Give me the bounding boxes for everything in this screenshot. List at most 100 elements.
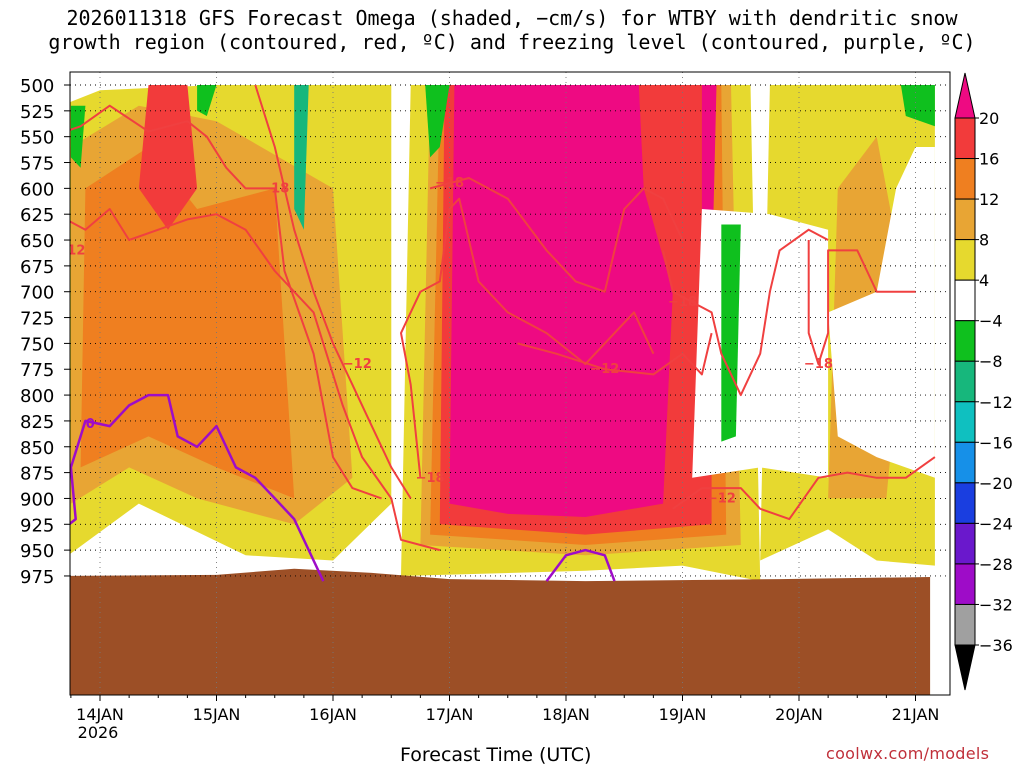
colorbar-label-4: 4 xyxy=(979,271,989,290)
x-tick-label-17JAN: 17JAN xyxy=(426,705,474,724)
y-tick-label-900: 900 xyxy=(20,489,54,510)
chart-title: 2026011318 GFS Forecast Omega (shaded, −… xyxy=(0,6,1024,54)
credit-link[interactable]: coolwx.com/models xyxy=(826,744,990,763)
terrain-layer xyxy=(70,568,931,695)
omega-shading-layer xyxy=(70,85,935,582)
omega-region-13 xyxy=(828,147,935,478)
omega-region-3 xyxy=(138,85,198,230)
y-tick-label-550: 550 xyxy=(20,128,54,149)
colorbar-label-9: −20 xyxy=(979,474,1013,493)
x-tick-label-18JAN: 18JAN xyxy=(542,705,590,724)
dendritic-contour-7 xyxy=(807,240,916,366)
dendritic-label-7: −18 xyxy=(804,357,833,372)
colorbar-label-8: −16 xyxy=(979,433,1013,452)
omega-region-16 xyxy=(294,85,309,230)
y-tick-label-875: 875 xyxy=(20,464,54,485)
dendritic-contour-1 xyxy=(70,104,382,500)
x-tick-label-20JAN: 20JAN xyxy=(775,705,823,724)
x-tick-label-16JAN: 16JAN xyxy=(309,705,357,724)
colorbar-label-12: −32 xyxy=(979,595,1013,614)
dendritic-label-5: −12 xyxy=(590,362,619,377)
y-tick-label-700: 700 xyxy=(20,283,54,304)
y-tick-label-850: 850 xyxy=(20,438,54,459)
terrain-surface xyxy=(70,568,931,695)
y-tick-label-800: 800 xyxy=(20,386,54,407)
colorbar-label-6: −8 xyxy=(979,352,1003,371)
y-tick-label-650: 650 xyxy=(20,231,54,252)
colorbar-label-10: −24 xyxy=(979,514,1013,533)
colorbar-bin-11 xyxy=(954,522,976,565)
colorbar-label-1: 16 xyxy=(979,150,999,169)
dendritic-label-6: −18 xyxy=(668,295,697,310)
colorbar-bin-3 xyxy=(954,198,976,241)
y-axis: 500 525 550 575 600 625 650 675 700 725 750 775 800 8… xyxy=(20,76,70,588)
colorbar-label-7: −12 xyxy=(979,393,1013,412)
colorbar-bin-7 xyxy=(954,360,976,403)
colorbar-label-5: −4 xyxy=(979,312,1003,331)
y-tick-label-925: 925 xyxy=(20,515,54,536)
colorbar-bin-2 xyxy=(954,158,976,200)
colorbar-bin-10 xyxy=(954,482,976,524)
omega-region-19 xyxy=(197,85,217,116)
dendritic-contour-8 xyxy=(672,456,936,521)
chart-title-line-2: growth region (contoured, red, ºC) and f… xyxy=(48,30,976,54)
dendritic-contour-3 xyxy=(400,197,655,478)
chart-title-line-1: 2026011318 GFS Forecast Omega (shaded, −… xyxy=(66,6,958,30)
colorbar-bin-4 xyxy=(954,239,976,281)
freezing-label-0: 0 xyxy=(86,417,95,432)
y-tick-label-775: 775 xyxy=(20,360,54,381)
colorbar-bin-9 xyxy=(954,441,976,484)
omega-region-15 xyxy=(425,85,450,158)
y-tick-label-825: 825 xyxy=(20,412,54,433)
x-axis-label: Forecast Time (UTC) xyxy=(400,744,592,766)
y-tick-label-525: 525 xyxy=(20,102,54,123)
y-tick-label-950: 950 xyxy=(20,541,54,562)
x-tick-sublabel-14JAN: 2026 xyxy=(78,723,119,742)
colorbar-bin-1 xyxy=(954,117,976,160)
x-tick-label-15JAN: 15JAN xyxy=(193,705,241,724)
dendritic-label-8: −12 xyxy=(707,491,736,506)
x-tick-label-19JAN: 19JAN xyxy=(659,705,707,724)
grid-layer xyxy=(70,72,950,695)
freezing-level-contour-layer: 0 xyxy=(70,393,616,582)
freezing-contour-1 xyxy=(545,548,616,582)
colorbar-label-0: 20 xyxy=(979,109,999,128)
colorbar-label-13: −36 xyxy=(979,636,1013,655)
dendritic-label-3: −18 xyxy=(416,471,445,486)
colorbar-label-11: −28 xyxy=(979,555,1013,574)
dendritic-contour-5 xyxy=(517,332,713,376)
y-tick-label-975: 975 xyxy=(20,567,54,588)
dendritic-label-4: −18 xyxy=(435,176,464,191)
y-tick-label-750: 750 xyxy=(20,334,54,355)
omega-region-17 xyxy=(70,105,86,168)
colorbar-bin-13 xyxy=(954,603,976,646)
omega-region-8 xyxy=(449,85,673,517)
dendritic-label-2: −12 xyxy=(343,357,372,372)
y-tick-label-500: 500 xyxy=(20,76,54,97)
dendritic-contour-6 xyxy=(662,228,829,397)
colorbar-bin-8 xyxy=(954,401,976,443)
colorbar-top-arrow xyxy=(954,72,976,119)
x-tick-label-14JAN: 14JAN xyxy=(76,705,124,724)
colorbar-label-3: 8 xyxy=(979,231,989,250)
y-tick-label-600: 600 xyxy=(20,179,54,200)
dendritic-contour-4 xyxy=(429,177,684,293)
y-tick-label-675: 675 xyxy=(20,257,54,278)
colorbar-bin-6 xyxy=(954,320,976,362)
colorbar-label-2: 12 xyxy=(979,190,999,209)
dendritic-contour-2 xyxy=(254,84,412,499)
plot-frame xyxy=(69,71,951,696)
dendritic-contour-0 xyxy=(70,208,441,552)
dendritic-contour-layer: −12 −18 −12 −18 −18 −12 −18 −18 −12 xyxy=(70,84,936,552)
omega-region-18 xyxy=(900,85,935,127)
colorbar-bin-12 xyxy=(954,563,976,605)
colorbar: 20 16 12 8 4 −4 −8 −12 −16 −20 −24 −28 −32 −36 xyxy=(954,72,1013,691)
y-tick-label-575: 575 xyxy=(20,154,54,175)
y-tick-label-625: 625 xyxy=(20,205,54,226)
dendritic-label-1: −18 xyxy=(260,181,289,196)
colorbar-bottom-arrow xyxy=(954,644,976,691)
colorbar-bin-5 xyxy=(954,279,976,322)
omega-region-2 xyxy=(80,147,295,499)
